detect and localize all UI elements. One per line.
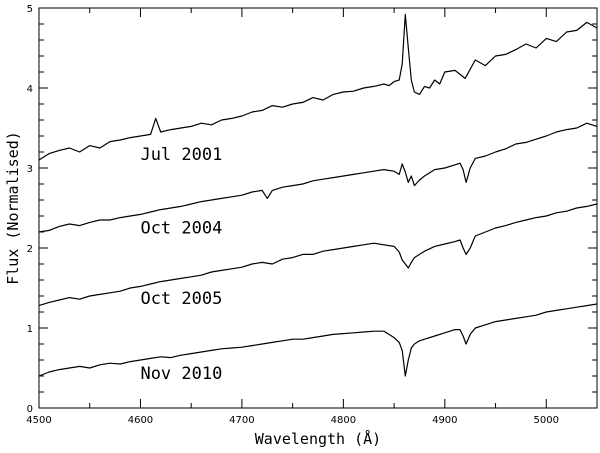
x-axis-label: Wavelength (Å) <box>255 429 381 448</box>
x-tick-label: 4500 <box>26 415 51 426</box>
x-tick-label: 5000 <box>534 415 559 426</box>
y-tick-label: 5 <box>27 4 33 15</box>
series-label: Oct 2004 <box>140 219 222 239</box>
spectrum-line <box>38 203 598 307</box>
series-label: Nov 2010 <box>140 364 222 384</box>
x-tick-label: 4800 <box>331 415 356 426</box>
y-tick-label: 2 <box>27 244 33 255</box>
y-tick-label: 0 <box>27 404 33 415</box>
y-axis-label: Flux (Normalised) <box>4 131 22 285</box>
spectrum-line <box>38 122 598 233</box>
series-labels: Jul 2001 Oct 2004 Oct 2005 Nov 2010 <box>140 145 222 384</box>
spectrum-line <box>38 13 598 161</box>
axis-tick-labels: 4500 4600 4700 4800 4900 5000 0 1 2 3 4 5 <box>26 4 559 426</box>
spectrum-line <box>38 303 598 377</box>
series-label: Jul 2001 <box>140 145 222 165</box>
series-layer <box>38 13 598 377</box>
axis-ticks <box>38 7 598 409</box>
series-label: Oct 2005 <box>140 289 222 309</box>
y-tick-label: 4 <box>27 84 33 95</box>
y-tick-label: 1 <box>27 324 33 335</box>
plot-frame <box>38 7 598 409</box>
x-tick-label: 4700 <box>229 415 254 426</box>
x-tick-label: 4900 <box>432 415 457 426</box>
x-tick-label: 4600 <box>128 415 153 426</box>
y-tick-label: 3 <box>27 164 33 175</box>
